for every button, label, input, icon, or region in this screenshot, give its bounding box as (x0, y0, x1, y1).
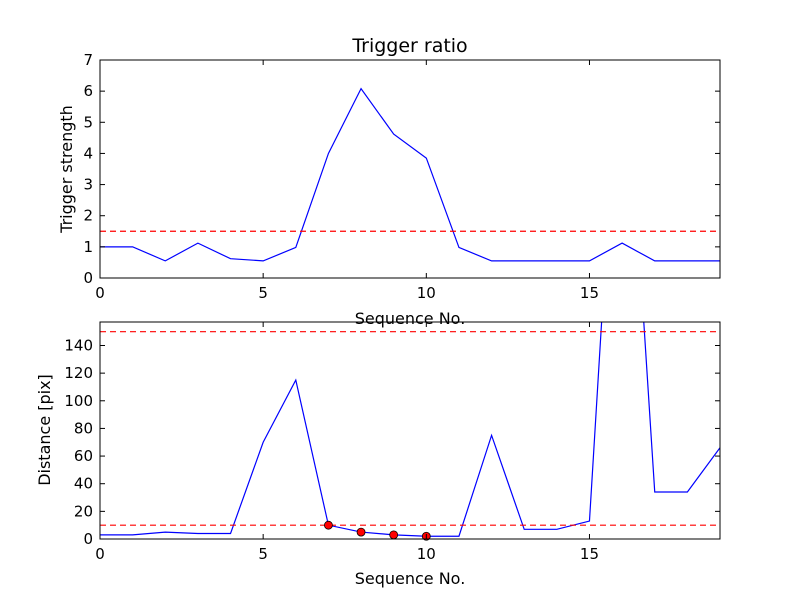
top-y-tick-label: 4 (83, 144, 93, 162)
bottom-y-tick-label: 80 (74, 419, 93, 437)
bottom-y-tick-label: 0 (83, 530, 93, 548)
distance-plot: 0 5 10 15 0 20 40 60 80 100 120 140 (64, 321, 721, 563)
top-x-axis-label: Sequence No. (355, 309, 466, 328)
top-y-tick-label: 5 (83, 113, 93, 131)
top-y-tick-label: 2 (83, 207, 93, 225)
bottom-y-tick-label: 100 (64, 392, 93, 410)
bottom-x-axis-label: Sequence No. (355, 569, 466, 588)
top-y-tick-label: 0 (83, 269, 93, 287)
bottom-x-tick-label: 0 (95, 545, 105, 563)
top-axes-frame (99, 59, 721, 279)
top-y-tick-label: 3 (83, 176, 93, 194)
bottom-y-tick-label: 140 (64, 336, 93, 354)
top-y-tick-label: 6 (83, 82, 93, 100)
bottom-x-tick-label: 5 (258, 545, 268, 563)
trigger-ratio-plot: 0 5 10 15 0 1 2 3 4 5 6 7 (83, 51, 721, 302)
bottom-marker-point (356, 527, 366, 537)
top-x-tick-label: 10 (417, 284, 436, 302)
bottom-y-tick-label: 40 (74, 475, 93, 493)
top-y-tick-label: 1 (83, 238, 93, 256)
top-x-tick-label: 5 (258, 284, 268, 302)
bottom-marker-point (324, 520, 333, 530)
top-x-tick-label: 15 (580, 284, 599, 302)
top-x-tick-label: 0 (95, 284, 105, 302)
bottom-y-tick-label: 20 (74, 502, 93, 520)
bottom-x-tick-label: 15 (580, 545, 599, 563)
bottom-y-tick-label: 60 (74, 447, 93, 465)
bottom-y-axis-label: Distance [pix] (35, 374, 54, 486)
top-y-axis-label: Trigger strength (57, 105, 76, 234)
bottom-x-tick-label: 10 (417, 545, 436, 563)
top-plot-area (100, 87, 720, 262)
bottom-y-tick-label: 120 (64, 364, 93, 382)
bottom-series-line-0 (100, 322, 720, 537)
bottom-axes-frame (99, 321, 721, 540)
top-chart-title: Trigger ratio (351, 35, 467, 57)
top-series-line-0 (100, 87, 720, 262)
bottom-plot-area (100, 322, 720, 537)
top-y-tick-label: 7 (83, 51, 93, 69)
bottom-marker-point (389, 530, 399, 540)
